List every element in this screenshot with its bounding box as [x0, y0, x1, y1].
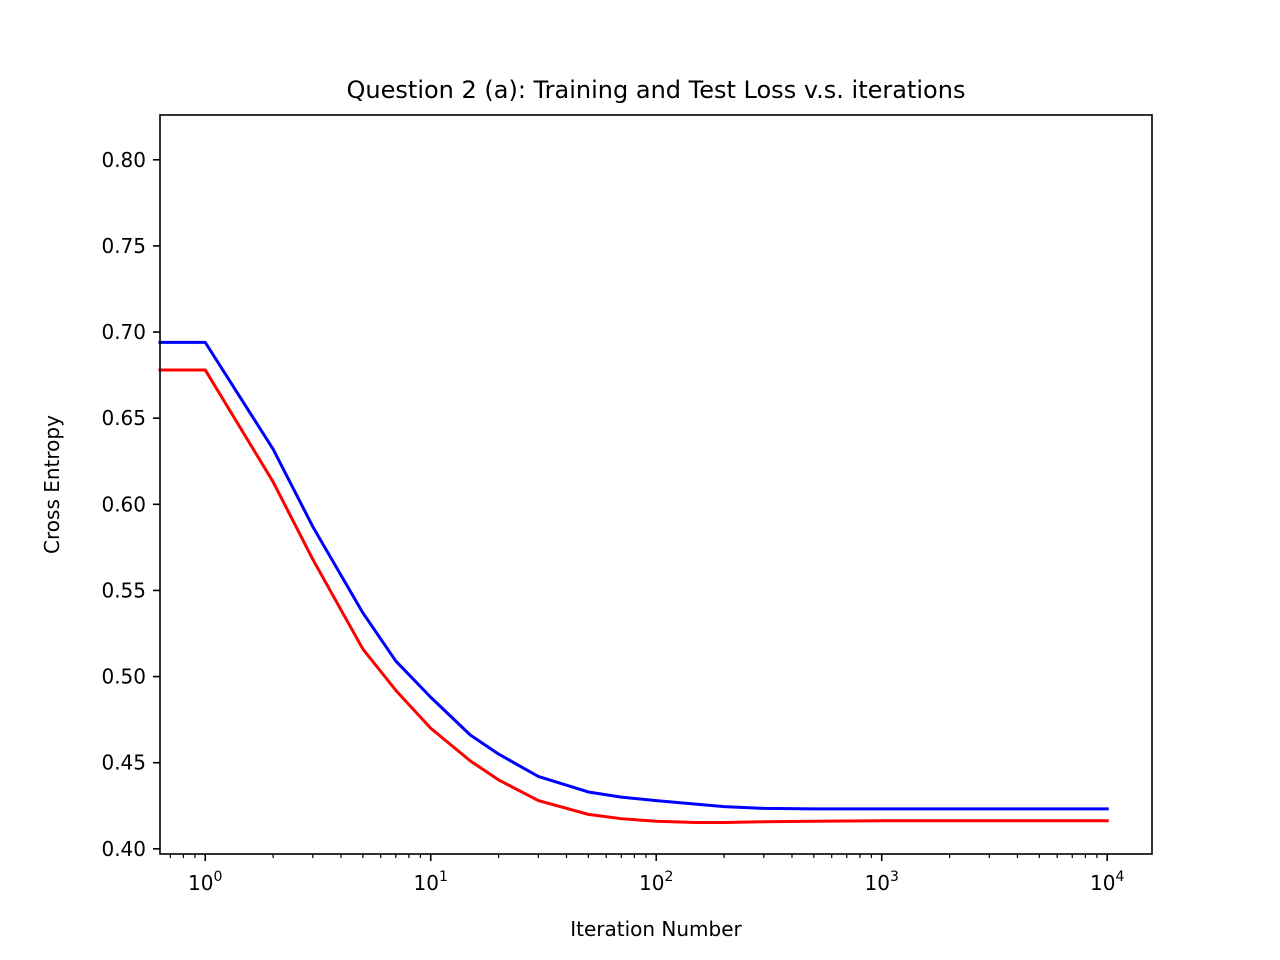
- x-tick-label-2: 102: [639, 869, 673, 895]
- plot-frame: [159, 114, 1153, 855]
- y-tick-label-5: 0.65: [101, 406, 146, 430]
- x-tick-label-3: 103: [865, 869, 899, 895]
- y-axis-label: Cross Entropy: [40, 415, 64, 554]
- series-line-1: [158, 368, 1109, 824]
- y-axis: 0.40 0.45 0.50 0.55 0.60 0.65 0.70 0.75 0.80: [101, 148, 160, 861]
- y-tick-label-1: 0.45: [101, 751, 146, 775]
- y-tick-label-2: 0.50: [101, 665, 146, 689]
- y-tick-label-8: 0.80: [101, 148, 146, 172]
- chart-title: Question 2 (a): Training and Test Loss v…: [347, 76, 966, 104]
- plot-area: [158, 340, 1109, 824]
- x-axis-label: Iteration Number: [570, 917, 742, 941]
- y-tick-label-0: 0.40: [101, 837, 146, 861]
- x-axis: 100 101 102 103 104: [169, 854, 1124, 895]
- y-tick-label-6: 0.70: [101, 320, 146, 344]
- y-tick-label-7: 0.75: [101, 234, 146, 258]
- x-tick-label-0: 100: [188, 869, 222, 895]
- y-tick-label-4: 0.60: [101, 492, 146, 516]
- x-tick-label-1: 101: [414, 869, 448, 895]
- y-tick-label-3: 0.55: [101, 578, 146, 602]
- x-tick-label-4: 104: [1090, 869, 1124, 895]
- series-line-0: [158, 340, 1109, 811]
